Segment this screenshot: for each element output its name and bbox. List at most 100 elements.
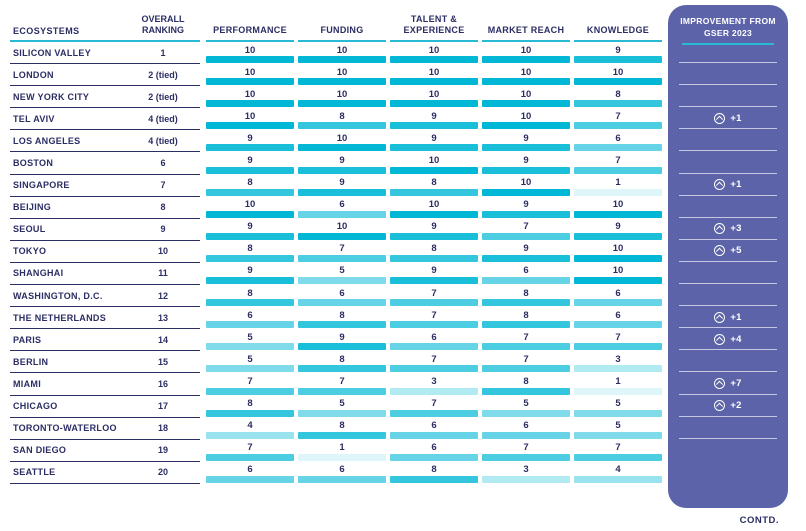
score-cell-market-reach: 7 [482,351,570,373]
ecosystem-name: TEL AVIV [13,113,55,124]
table-row: SINGAPORE 7 8 9 8 10 1 [10,175,666,197]
improvement-badge: +7 [714,377,742,389]
chevron-up-circle-icon [714,112,726,124]
overall-ranking: 8 [160,202,166,213]
score-bar [482,254,570,262]
table-row: SEOUL 9 9 10 9 7 9 [10,219,666,241]
score-value: 9 [431,110,437,122]
score-cell-market-reach: 8 [482,285,570,307]
score-cell-knowledge: 4 [574,462,662,484]
improvement-slot [668,41,788,64]
score-bar [298,144,386,152]
score-bar [298,475,386,483]
ecosystem-rank-cell: SINGAPORE 7 [10,175,200,197]
ecosystem-name: BEIJING [13,202,52,213]
score-bar [482,365,570,373]
score-cell-talent-experience: 8 [390,462,478,484]
score-cell-knowledge: 7 [574,440,662,462]
score-bar [482,232,570,240]
score-bar [390,56,478,64]
table-row: TORONTO-WATERLOO 18 4 8 6 6 5 [10,418,666,440]
score-bar [482,144,570,152]
score-cell-funding: 10 [298,42,386,64]
improvement-slot [668,129,788,152]
score-cell-performance: 10 [206,42,294,64]
overall-ranking: 13 [157,312,168,323]
score-value: 9 [431,132,437,144]
score-bar [574,475,662,483]
improvement-value: +7 [730,377,742,389]
score-bar [482,78,570,86]
score-cell-funding: 5 [298,396,386,418]
chevron-up-circle-icon [714,311,726,323]
score-cell-knowledge: 8 [574,86,662,108]
score-bar [206,409,294,417]
score-value: 10 [244,44,256,56]
ecosystem-rank-cell: TEL AVIV 4 (tied) [10,108,200,131]
score-value: 7 [523,353,529,365]
ecosystem-rank-cell: SILICON VALLEY 1 [10,42,200,65]
score-bar [390,166,478,174]
score-bar [298,387,386,395]
improvement-slot: +7 [668,372,788,395]
score-value: 6 [431,331,437,343]
score-bar [390,387,478,395]
score-value: 7 [615,154,621,166]
score-bar [206,365,294,373]
score-cell-performance: 9 [206,219,294,241]
improvement-value: +1 [730,112,742,124]
score-bar [298,122,386,130]
score-value: 7 [431,287,437,299]
score-cell-knowledge: 10 [574,241,662,263]
score-bar [574,299,662,307]
score-bar [206,453,294,461]
overall-ranking: 10 [157,246,168,257]
score-value: 8 [339,309,345,321]
score-bar [206,144,294,152]
table-row: WASHINGTON, D.C. 12 8 6 7 8 6 [10,285,666,308]
column-header-performance: PERFORMANCE [206,10,294,42]
score-bar [206,122,294,130]
score-value: 9 [247,265,253,277]
score-value: 6 [339,199,345,211]
column-header-performance-label: PERFORMANCE [213,24,287,35]
score-bar [574,144,662,152]
chevron-up-glyph [716,336,724,344]
score-bar [390,144,478,152]
ecosystem-name: CHICAGO [13,401,58,412]
ecosystem-name: NEW YORK CITY [13,91,90,102]
score-value: 6 [247,309,253,321]
score-value: 10 [428,199,440,211]
score-bar [482,321,570,329]
ecosystem-rank-cell: SEOUL 9 [10,219,200,241]
score-bar [390,365,478,373]
ecosystem-rank-cell: LOS ANGELES 4 (tied) [10,130,200,153]
score-cell-funding: 8 [298,351,386,373]
improvement-slot [668,85,788,108]
chevron-up-glyph [716,402,724,410]
improvement-slot [668,63,788,86]
score-bar [574,277,662,285]
score-value: 1 [615,375,621,387]
score-cell-performance: 6 [206,307,294,329]
table-row: BEIJING 8 10 6 10 9 10 [10,197,666,219]
header-underline [482,40,570,42]
ecosystem-name: SHANGHAI [13,268,64,279]
score-cell-knowledge: 6 [574,307,662,329]
score-value: 7 [431,398,437,409]
score-bar [482,166,570,174]
header-underline [206,40,294,42]
score-cell-market-reach: 9 [482,152,570,174]
overall-ranking: 20 [157,467,168,478]
column-header-ecosystems: ECOSYSTEMS [13,26,80,36]
improvement-slot: +1 [668,306,788,329]
ecosystem-name: LOS ANGELES [13,135,81,146]
ecosystem-rank-cell: SHANGHAI 11 [10,263,200,286]
score-bar [390,299,478,307]
table-row: SEATTLE 20 6 6 8 3 4 [10,462,666,484]
score-value: 7 [339,243,345,255]
header-underline [574,40,662,42]
score-bar [574,365,662,373]
improvement-slot [668,417,788,439]
improvement-badge: +1 [714,311,741,323]
